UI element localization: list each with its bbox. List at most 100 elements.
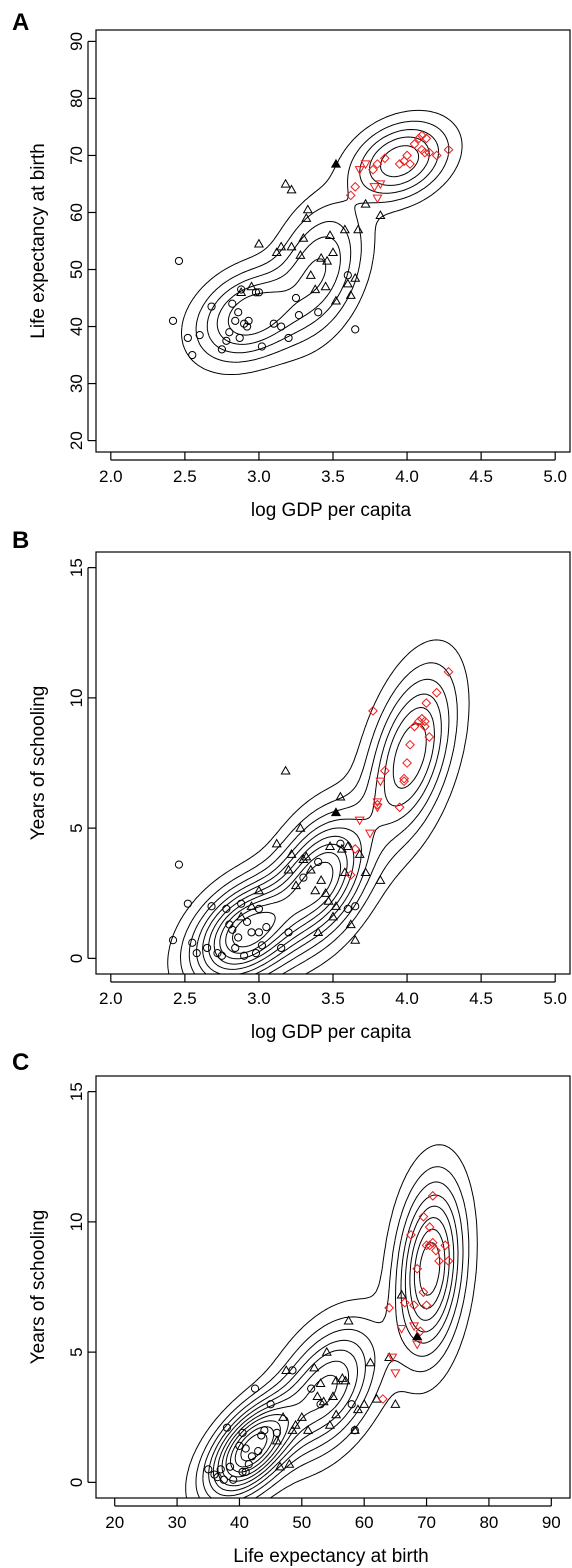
y-tick-label: 50 (67, 260, 86, 279)
point-diamond (424, 147, 435, 158)
contour-line (208, 1194, 459, 1497)
plot-frame (95, 551, 571, 975)
contour-line (240, 1432, 268, 1462)
y-tick-label: 0 (67, 1478, 86, 1487)
point-triangle-down (409, 1322, 420, 1332)
point-diamond (379, 765, 390, 776)
point-triangle (290, 1419, 301, 1429)
point-triangle (327, 247, 339, 257)
point-diamond (409, 1300, 419, 1311)
point-circle (229, 1475, 238, 1484)
panel-b: B 2.0 2.5 3.0 3.5 4.0 4.5 5.0 0 5 10 15 log GDP per … (12, 527, 571, 1043)
point-diamond (424, 1240, 435, 1251)
data-points (168, 130, 454, 360)
point-circle (238, 1467, 247, 1477)
point-triangle (246, 281, 257, 291)
y-axis-label: Years of schooling (28, 686, 49, 841)
point-triangle (360, 867, 371, 877)
point-triangle (278, 1412, 289, 1421)
point-circle (294, 311, 304, 320)
y-tick-label: 15 (67, 558, 86, 577)
point-triangle-down (396, 1325, 407, 1334)
point-triangle-down (364, 829, 376, 839)
x-tick-label: 4.0 (395, 989, 419, 1008)
point-diamond (394, 802, 405, 813)
point-triangle (365, 1357, 376, 1367)
point-diamond (409, 139, 420, 149)
point-circle (244, 1460, 253, 1469)
point-circle (228, 925, 237, 934)
point-circle (231, 943, 240, 953)
point-triangle (305, 864, 316, 874)
point-triangle-filled (330, 158, 342, 168)
point-circle (183, 333, 192, 343)
plot-frame (95, 29, 571, 453)
point-diamond (412, 1263, 423, 1274)
point-circle (316, 1400, 325, 1409)
point-diamond (414, 133, 424, 144)
point-circle (284, 928, 293, 937)
point-diamond (384, 1302, 395, 1313)
data-points (168, 666, 454, 960)
x-tick-label: 60 (355, 1513, 374, 1532)
point-triangle (324, 1419, 335, 1429)
point-triangle (298, 854, 309, 864)
point-diamond (431, 1245, 441, 1256)
point-triangle (301, 212, 312, 222)
point-diamond (419, 716, 430, 727)
point-triangle-down (412, 1340, 423, 1350)
point-triangle (327, 911, 339, 921)
point-triangle (312, 1391, 323, 1401)
point-diamond (372, 159, 383, 169)
point-triangle (284, 1458, 295, 1468)
x-tick-label: 20 (105, 1513, 124, 1532)
point-diamond (431, 150, 442, 161)
point-triangle (316, 875, 327, 884)
point-triangle (321, 1346, 332, 1356)
point-diamond (368, 705, 378, 716)
point-triangle (280, 765, 291, 775)
point-diamond (368, 164, 378, 175)
x-axis-label: log GDP per capita (251, 500, 412, 521)
point-triangle (340, 1375, 351, 1385)
point-triangle (271, 247, 282, 257)
point-triangle (295, 250, 306, 259)
x-tick-label: 2.0 (99, 467, 123, 486)
point-circle (222, 904, 231, 913)
point-triangle (274, 1461, 286, 1471)
point-diamond (394, 159, 405, 169)
point-triangle (342, 841, 353, 851)
point-circle (234, 933, 243, 942)
point-triangle (390, 1399, 401, 1408)
point-triangle (287, 1425, 298, 1434)
y-tick-label: 40 (67, 317, 86, 336)
point-triangle (309, 1362, 320, 1372)
point-diamond (405, 159, 415, 169)
y-tick-label: 5 (67, 1347, 86, 1356)
point-circle (347, 1400, 356, 1409)
point-triangle (286, 241, 297, 251)
point-circle (174, 256, 184, 266)
point-circle (291, 293, 301, 303)
x-tick-label: 2.0 (99, 989, 123, 1008)
point-triangle (343, 1315, 354, 1325)
point-diamond (427, 1237, 438, 1248)
point-triangle (322, 255, 333, 265)
point-triangle (280, 178, 291, 188)
point-diamond (405, 739, 415, 750)
point-diamond (399, 1297, 410, 1308)
point-triangle (330, 295, 342, 305)
x-tick-label: 40 (230, 1513, 249, 1532)
point-diamond (415, 1326, 426, 1337)
point-diamond (419, 147, 430, 158)
point-triangle (375, 210, 386, 219)
point-circle (168, 316, 178, 325)
x-tick-label: 3.5 (321, 989, 345, 1008)
point-circle (234, 308, 243, 317)
point-triangle (330, 901, 342, 910)
x-tick-label: 4.0 (395, 467, 419, 486)
point-triangle (310, 284, 321, 294)
point-triangle (384, 1352, 395, 1361)
point-triangle (360, 198, 371, 208)
